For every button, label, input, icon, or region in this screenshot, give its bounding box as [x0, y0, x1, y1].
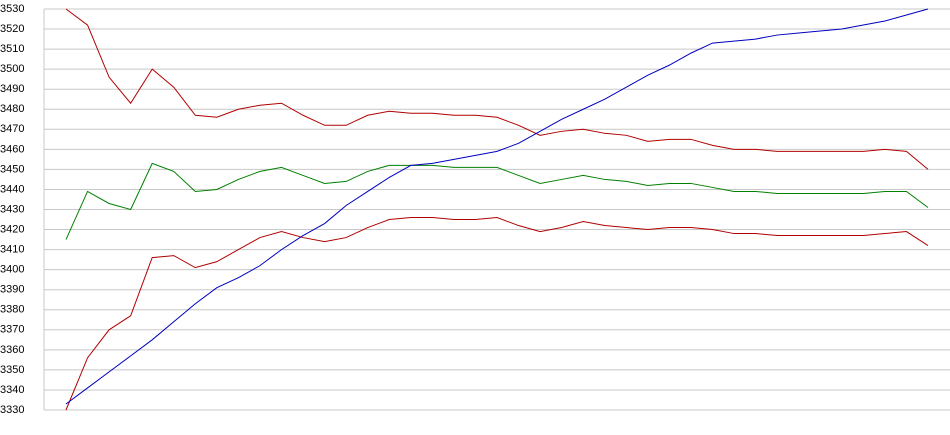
- y-tick-label: 3460: [0, 143, 24, 155]
- series-line: [65, 217, 929, 411]
- series-line: [65, 8, 929, 405]
- y-tick-label: 3510: [0, 43, 24, 55]
- y-tick-label: 3530: [0, 3, 24, 15]
- y-tick-label: 3440: [0, 183, 24, 195]
- y-tick-label: 3520: [0, 23, 24, 35]
- y-tick-label: 3470: [0, 123, 24, 135]
- y-tick-label: 3380: [0, 304, 24, 316]
- y-tick-label: 3410: [0, 244, 24, 256]
- y-tick-label: 3490: [0, 83, 24, 95]
- y-tick-label: 3330: [0, 404, 24, 416]
- y-tick-label: 3480: [0, 103, 24, 115]
- y-tick-label: 3350: [0, 364, 24, 376]
- y-tick-label: 3370: [0, 324, 24, 336]
- y-tick-label: 3430: [0, 203, 24, 215]
- y-tick-label: 3450: [0, 163, 24, 175]
- y-tick-label: 3390: [0, 284, 24, 296]
- y-tick-label: 3400: [0, 264, 24, 276]
- y-tick-label: 3340: [0, 384, 24, 396]
- series-line: [65, 162, 929, 240]
- y-tick-label: 3360: [0, 344, 24, 356]
- y-tick-label: 3420: [0, 223, 24, 235]
- y-tick-label: 3500: [0, 63, 24, 75]
- series-line: [65, 8, 929, 170]
